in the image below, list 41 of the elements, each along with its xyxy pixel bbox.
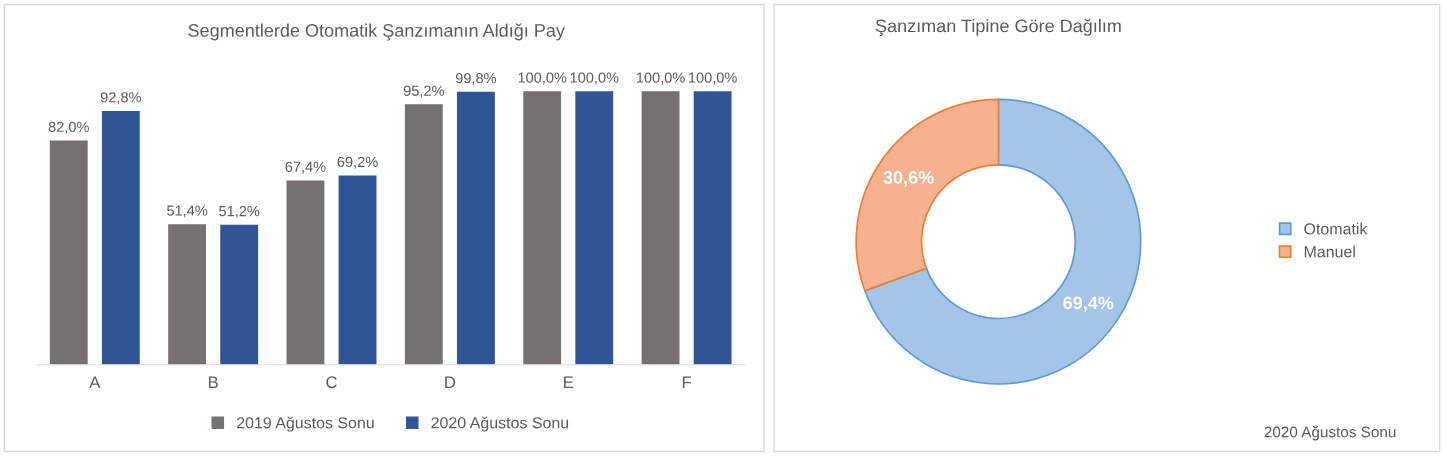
data-label: 100,0% [570, 72, 619, 85]
chart-title: Şanzıman Tipine Göre Dağılım [875, 18, 1121, 36]
bar [404, 104, 443, 365]
legend-label: 2020 Ağustos Sonu [431, 416, 569, 432]
data-label: 95,2% [403, 85, 444, 98]
bar [456, 91, 495, 365]
data-label: 69,4% [1063, 296, 1114, 312]
bar [286, 180, 325, 365]
bar [641, 91, 680, 365]
x-tick-label: D [445, 376, 456, 388]
x-tick-label: F [682, 376, 692, 388]
data-label: 100,0% [518, 72, 567, 85]
data-label: 69,2% [337, 156, 378, 169]
x-tick-label: E [564, 376, 574, 388]
bar [523, 91, 562, 365]
x-tick-label: C [326, 376, 337, 389]
data-label: 67,4% [285, 161, 326, 174]
x-tick-label: A [89, 376, 101, 388]
bar [338, 175, 377, 365]
donut-slice [855, 98, 1000, 292]
bar [101, 110, 140, 365]
data-label: 100,0% [636, 72, 685, 85]
bar [220, 224, 259, 365]
data-label: 92,8% [100, 92, 141, 105]
data-label: 100,0% [689, 72, 737, 85]
x-tick-label: B [208, 376, 218, 388]
legend-label: 2019 Ağustos Sonu [236, 416, 374, 432]
bar [575, 91, 614, 365]
data-label: 51,4% [167, 205, 208, 218]
bar [49, 140, 88, 365]
data-label: 99,8% [455, 72, 497, 86]
donut-slice [864, 98, 1142, 385]
legend-label: Otomatik [1304, 222, 1368, 235]
bar [168, 224, 207, 365]
text: 2020 Ağustos Sonu [1264, 425, 1396, 441]
data-label: 30,6% [883, 171, 934, 187]
data-label: 82,0% [48, 121, 89, 134]
legend-label: Manuel [1304, 245, 1355, 258]
bar [693, 91, 732, 365]
data-label: 51,2% [219, 205, 260, 218]
chart-title: Segmentlerde Otomatik Şanzımanın Aldığı Pay [188, 23, 565, 41]
